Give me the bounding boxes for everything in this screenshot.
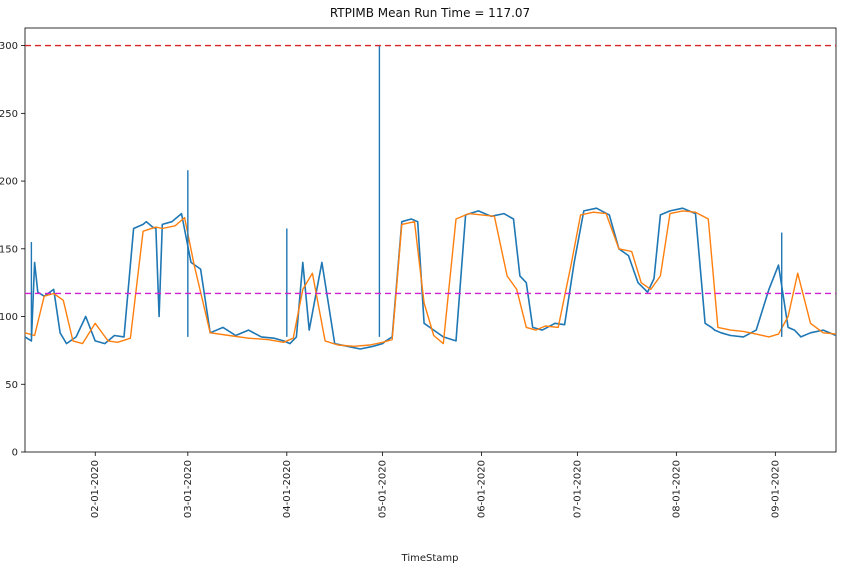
- plot-area: 0 50 100 150 200 250 300 02-01-2020 03-01-2020 04…: [0, 27, 837, 518]
- x-tick-label: 09-01-2020: [770, 460, 781, 518]
- smoothed-series-line: [24, 210, 837, 347]
- x-tick-label: 03-01-2020: [183, 460, 194, 518]
- y-tick-label: 150: [0, 244, 18, 255]
- chart-title: RTPIMB Mean Run Time = 117.07: [330, 6, 530, 20]
- y-tick-label: 0: [12, 448, 18, 459]
- y-tick-label: 100: [0, 312, 18, 323]
- x-tick-label: 04-01-2020: [282, 460, 293, 518]
- x-tick-label: 07-01-2020: [572, 460, 583, 518]
- x-axis-label: TimeStamp: [401, 553, 459, 564]
- y-tick-label: 300: [0, 41, 18, 52]
- raw-series-line: [24, 207, 837, 350]
- plot-frame: [24, 27, 837, 453]
- y-tick-label: 200: [0, 177, 18, 188]
- x-tick-label: 02-01-2020: [90, 460, 101, 518]
- y-tick-label: 250: [0, 109, 18, 120]
- x-tick-label: 06-01-2020: [477, 460, 488, 518]
- x-tick-label: 05-01-2020: [378, 460, 389, 518]
- y-tick-label: 50: [5, 380, 18, 391]
- x-tick-label: 08-01-2020: [671, 460, 682, 518]
